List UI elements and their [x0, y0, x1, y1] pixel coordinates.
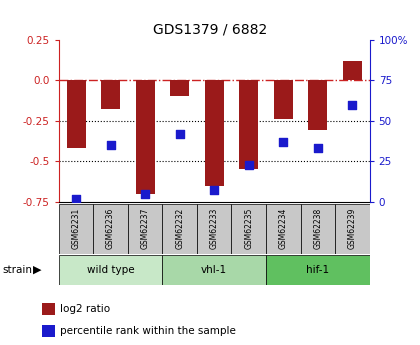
Text: GSM62239: GSM62239: [348, 208, 357, 249]
Bar: [308, 80, 327, 130]
Bar: [128, 204, 163, 254]
Point: [73, 196, 79, 201]
Point: [142, 191, 149, 196]
Text: GSM62231: GSM62231: [71, 208, 81, 249]
Bar: [59, 204, 93, 254]
Text: GSM62234: GSM62234: [279, 208, 288, 249]
Text: hif-1: hif-1: [306, 265, 329, 275]
Bar: [163, 255, 266, 285]
Point: [176, 131, 183, 137]
Bar: [231, 204, 266, 254]
Point: [349, 102, 356, 107]
Point: [315, 146, 321, 151]
Text: GDS1379 / 6882: GDS1379 / 6882: [153, 22, 267, 37]
Bar: [335, 204, 370, 254]
Bar: [66, 80, 86, 148]
Bar: [266, 204, 301, 254]
Text: wild type: wild type: [87, 265, 134, 275]
Text: GSM62235: GSM62235: [244, 208, 253, 249]
Text: ▶: ▶: [33, 265, 41, 275]
Bar: [343, 61, 362, 80]
Bar: [101, 80, 120, 109]
Text: GSM62237: GSM62237: [141, 208, 150, 249]
Bar: [93, 204, 128, 254]
Bar: [239, 80, 258, 169]
Text: GSM62236: GSM62236: [106, 208, 115, 249]
Point: [211, 188, 218, 193]
Text: vhl-1: vhl-1: [201, 265, 227, 275]
Point: [245, 162, 252, 167]
Bar: [274, 80, 293, 119]
Text: GSM62238: GSM62238: [313, 208, 322, 249]
Bar: [197, 204, 231, 254]
Bar: [205, 80, 224, 186]
Text: percentile rank within the sample: percentile rank within the sample: [60, 326, 236, 336]
Bar: [301, 204, 335, 254]
Bar: [266, 255, 370, 285]
Text: strain: strain: [2, 265, 32, 275]
Bar: [136, 80, 155, 194]
Point: [107, 142, 114, 148]
Text: GSM62232: GSM62232: [175, 208, 184, 249]
Point: [280, 139, 286, 145]
Bar: [170, 80, 189, 96]
Text: log2 ratio: log2 ratio: [60, 304, 110, 314]
Text: GSM62233: GSM62233: [210, 208, 219, 249]
Bar: [163, 204, 197, 254]
Bar: [59, 255, 163, 285]
